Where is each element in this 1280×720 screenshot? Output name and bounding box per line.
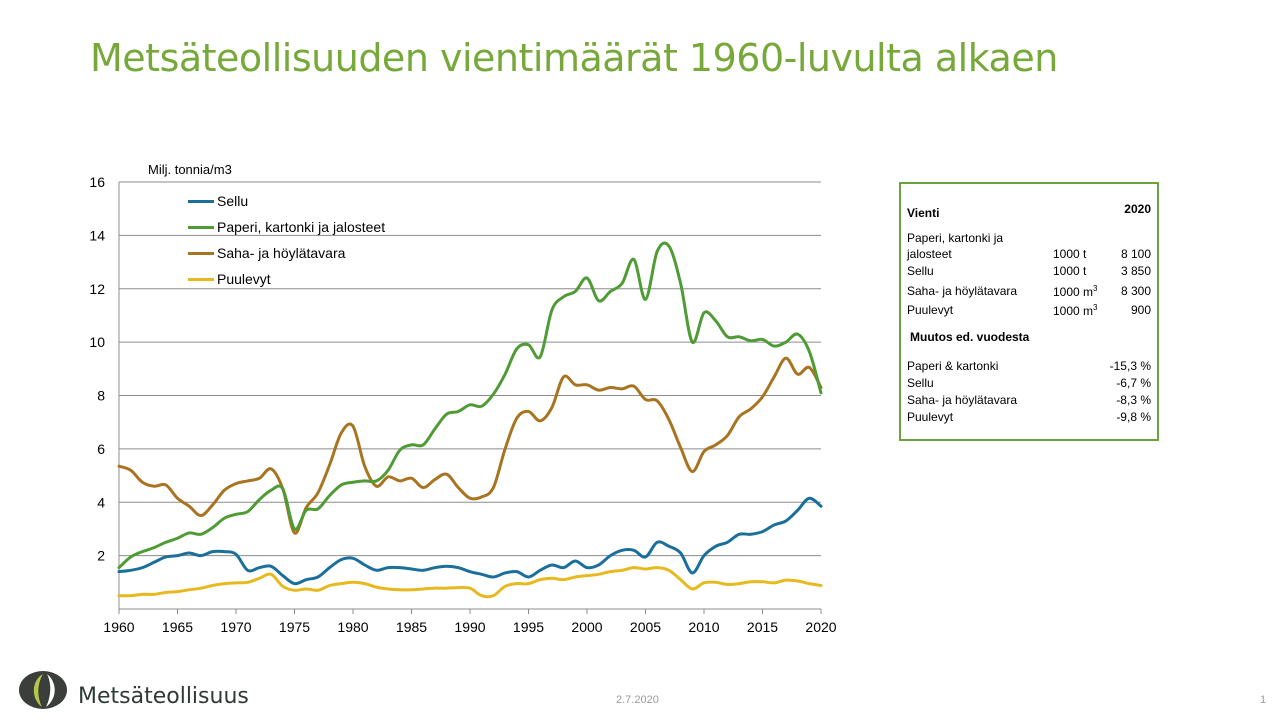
y-axis-label: Milj. tonnia/m3: [148, 162, 232, 177]
change-title: Muutos ed. vuodesta: [910, 330, 1030, 344]
summary-row-unit: 1000 m3: [1053, 303, 1097, 318]
legend-swatch-saha: [188, 251, 214, 255]
summary-header: Vienti 2020: [907, 202, 1151, 220]
leaf-logo-icon: [19, 671, 67, 709]
x-tick-label: 1990: [454, 619, 485, 635]
summary-row-value: 8 300: [1120, 284, 1151, 298]
summary-header-label: Vienti: [907, 206, 940, 220]
series-line-0: [117, 496, 823, 586]
summary-row-label: Puulevyt: [907, 303, 954, 317]
series-line-2: [117, 356, 823, 535]
summary-row-label: Sellu: [907, 264, 934, 278]
y-tick-label: 16: [89, 174, 105, 190]
change-row-value: -8,3 %: [1116, 393, 1151, 407]
summary-row: Saha- ja höylätavara 1000 m3 8 300: [907, 284, 1151, 299]
x-tick-label: 1975: [279, 619, 310, 635]
change-row-label: Puulevyt: [907, 410, 954, 424]
x-tick-label: 2000: [571, 619, 602, 635]
summary-row-label: Paperi, kartonki ja: [907, 231, 1004, 245]
summary-row-label: Saha- ja höylätavara: [907, 284, 1018, 298]
chart-series-lines: [117, 241, 823, 599]
change-row-value: -9,8 %: [1116, 410, 1151, 424]
y-axis-ticks: 2 4 6 8 10 12 14 16: [89, 174, 105, 564]
summary-row: Sellu 1000 t 3 850: [907, 264, 1151, 278]
x-axis-ticks: 1960 1965 1970 1975 1980 1985 1990 1995 2000 2005…: [103, 609, 837, 635]
summary-row-unit: 1000 m3: [1053, 284, 1097, 299]
x-tick-label: 2020: [805, 619, 836, 635]
x-tick-label: 2015: [747, 619, 778, 635]
unit-superscript: 3: [1093, 303, 1098, 312]
series-line-3: [117, 566, 823, 599]
summary-row-value: 8 100: [1120, 247, 1151, 261]
x-tick-label: 1960: [103, 619, 134, 635]
summary-row-value: 3 850: [1120, 264, 1151, 278]
export-summary-box: Vienti 2020 Paperi, kartonki ja jalostee…: [899, 182, 1159, 441]
summary-row-label: jalosteet: [907, 247, 952, 261]
change-row: Saha- ja höylätavara -8,3 %: [907, 393, 1151, 407]
series-line-1: [117, 241, 823, 570]
legend-swatch-puulevyt: [188, 277, 214, 281]
y-tick-label: 2: [97, 548, 105, 564]
legend-item-saha: Saha- ja höylätavara: [188, 240, 385, 266]
summary-row: Puulevyt 1000 m3 900: [907, 303, 1151, 318]
x-tick-label: 1970: [220, 619, 251, 635]
legend-swatch-paperi: [188, 225, 214, 229]
legend-label: Saha- ja höylätavara: [217, 245, 346, 261]
x-tick-label: 2010: [688, 619, 719, 635]
legend-item-puulevyt: Puulevyt: [188, 266, 385, 292]
summary-row: jalosteet 1000 t 8 100: [907, 247, 1151, 261]
change-row: Paperi & kartonki -15,3 %: [907, 359, 1151, 373]
change-row-value: -6,7 %: [1116, 376, 1151, 390]
change-row-label: Paperi & kartonki: [907, 359, 999, 373]
y-tick-label: 4: [97, 494, 105, 510]
slide-date: 2.7.2020: [616, 694, 659, 706]
y-tick-label: 14: [89, 227, 105, 243]
y-tick-label: 8: [97, 388, 105, 404]
y-tick-label: 10: [89, 334, 105, 350]
chart-legend: Sellu Paperi, kartonki ja jalosteet Saha…: [188, 188, 385, 292]
x-tick-label: 1985: [396, 619, 427, 635]
legend-swatch-sellu: [188, 199, 214, 203]
x-tick-label: 1995: [513, 619, 544, 635]
unit-superscript: 3: [1093, 284, 1098, 293]
legend-label: Paperi, kartonki ja jalosteet: [217, 219, 386, 235]
summary-header-year: 2020: [1124, 202, 1151, 216]
y-tick-label: 12: [89, 281, 105, 297]
x-tick-label: 1980: [337, 619, 368, 635]
y-tick-label: 6: [97, 441, 105, 457]
summary-row: Paperi, kartonki ja: [907, 231, 1151, 245]
change-row-label: Sellu: [907, 376, 934, 390]
legend-label: Puulevyt: [217, 271, 271, 287]
legend-item-sellu: Sellu: [188, 188, 385, 214]
x-tick-label: 2005: [630, 619, 661, 635]
legend-label: Sellu: [217, 193, 249, 209]
brand-name: Metsäteollisuus: [78, 684, 249, 709]
page-title: Metsäteollisuuden vientimäärät 1960-luvu…: [90, 36, 1058, 80]
legend-item-paperi: Paperi, kartonki ja jalosteet: [188, 214, 385, 240]
summary-row-unit: 1000 t: [1053, 247, 1087, 261]
change-row-label: Saha- ja höylätavara: [907, 393, 1018, 407]
unit-text: 1000 m: [1053, 304, 1094, 318]
x-tick-label: 1965: [162, 619, 193, 635]
page-number: 1: [1260, 694, 1267, 706]
change-row: Sellu -6,7 %: [907, 376, 1151, 390]
unit-text: 1000 m: [1053, 285, 1094, 299]
change-row: Puulevyt -9,8 %: [907, 410, 1151, 424]
change-row-value: -15,3 %: [1109, 359, 1151, 373]
summary-row-unit: 1000 t: [1053, 264, 1087, 278]
summary-row-value: 900: [1130, 303, 1151, 317]
